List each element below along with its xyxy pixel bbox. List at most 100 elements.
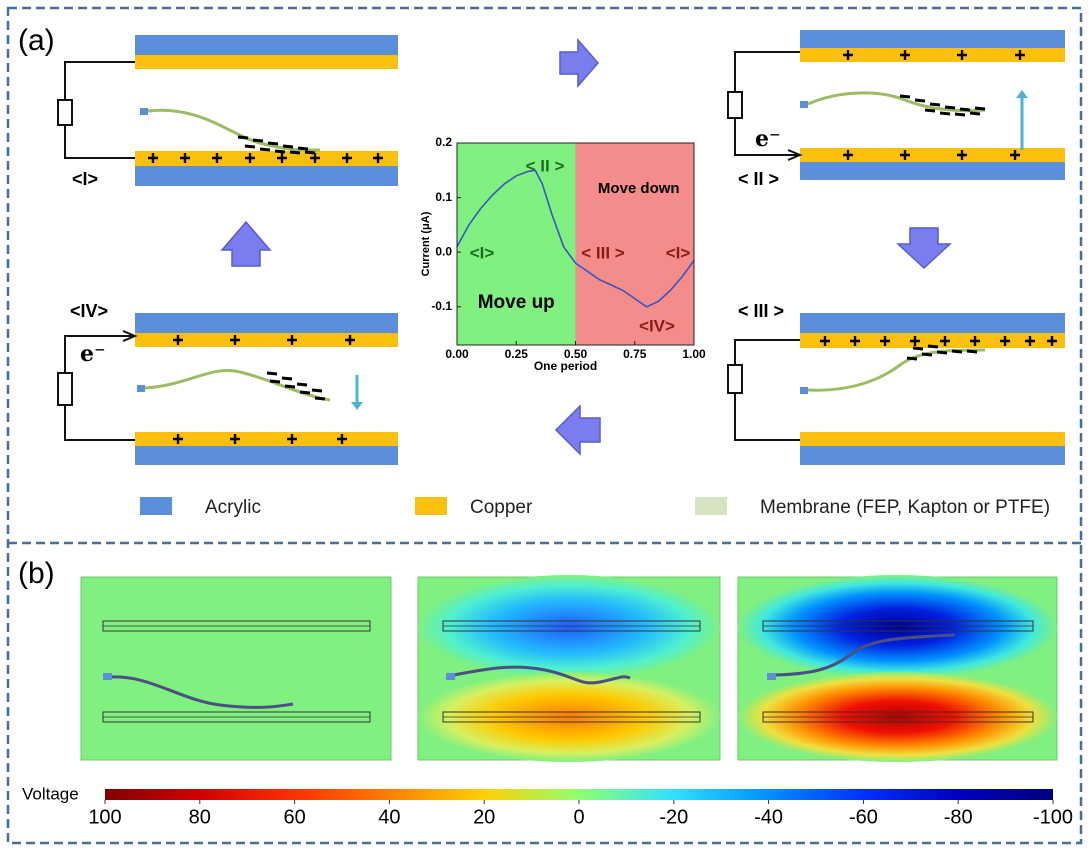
- legend-label: Acrylic: [205, 497, 261, 518]
- negative-charge: [267, 141, 279, 146]
- negative-charge: [311, 388, 323, 393]
- positive-charge: [230, 434, 240, 444]
- negative-charge: [927, 344, 939, 349]
- circuit-wire: [64, 335, 135, 441]
- negative-charge: [921, 352, 933, 357]
- positive-charge: [287, 434, 297, 444]
- plate: [800, 333, 1065, 348]
- state-label: <IV>: [70, 301, 108, 321]
- positive-charge: [180, 153, 190, 163]
- colorbar-tick-label: -60: [849, 806, 878, 828]
- positive-charge: [940, 336, 950, 346]
- y-tick-label: 0.1: [435, 190, 452, 204]
- region-label: Move down: [598, 180, 680, 197]
- negative-charge: [244, 144, 256, 149]
- x-tick-label: 0.50: [564, 347, 588, 361]
- membrane: [110, 675, 294, 709]
- y-tick-label: 0.0: [435, 244, 452, 258]
- positive-charge: [850, 336, 860, 346]
- membrane-clamp: [767, 673, 776, 680]
- legend-swatch: [140, 497, 172, 515]
- legend-label: Copper: [470, 497, 533, 518]
- colorbar-title: Voltage: [22, 784, 79, 803]
- panel-label: (a): [18, 24, 55, 57]
- legend-swatch: [695, 497, 727, 515]
- membrane-clamp: [140, 108, 148, 115]
- positive-charge: [173, 335, 183, 345]
- panel-b: Voltage 100 80 60 40 20 0 -20 -40 -60 -80 -100: [22, 575, 1073, 828]
- negative-charge: [281, 376, 293, 381]
- x-tick-label: 0.25: [505, 347, 529, 361]
- positive-charge: [245, 153, 255, 163]
- positive-charge: [1015, 50, 1025, 60]
- current-arrowhead: [787, 149, 803, 161]
- region: [575, 143, 694, 345]
- state-label: < II >: [738, 169, 779, 189]
- membrane-clamp: [103, 673, 112, 680]
- plate: [800, 48, 1065, 62]
- positive-charge: [843, 50, 853, 60]
- plate: [135, 313, 398, 333]
- membrane-clamp: [800, 101, 808, 108]
- motion-arrowhead: [1016, 90, 1028, 98]
- positive-charge: [820, 336, 830, 346]
- legend-label: Membrane (FEP, Kapton or PTFE): [760, 497, 1050, 518]
- annotation: <I>: [470, 243, 495, 262]
- region-label: Move up: [478, 292, 555, 313]
- negative-charge: [899, 94, 911, 99]
- motion-arrowhead: [351, 402, 363, 410]
- negative-charge: [912, 346, 924, 351]
- x-tick-label: 1.00: [682, 347, 706, 361]
- membrane: [453, 665, 631, 685]
- colorbar-tick-label: 80: [189, 806, 211, 828]
- potential-field: [418, 575, 720, 679]
- annotation: < III >: [581, 243, 625, 262]
- plate: [135, 35, 398, 55]
- negative-charge: [269, 379, 281, 384]
- negative-charge: [951, 349, 963, 354]
- resistor: [57, 99, 73, 126]
- y-tick-label: -0.1: [431, 299, 452, 313]
- current-arrowhead: [122, 330, 138, 342]
- negative-charge: [274, 149, 286, 154]
- annotation: <I>: [666, 243, 691, 262]
- x-tick-label: 0.00: [445, 347, 469, 361]
- colorbar-tick-label: -20: [659, 806, 688, 828]
- negative-charge: [259, 147, 271, 152]
- annotation: < II >: [526, 156, 565, 175]
- circuit-wire: [734, 51, 800, 156]
- y-axis-label: Current (μA): [420, 211, 432, 276]
- plate: [135, 333, 398, 347]
- y-tick-label: 0.2: [435, 135, 452, 149]
- negative-charge: [929, 102, 941, 107]
- negative-charge: [959, 107, 971, 112]
- colorbar-tick-label: 60: [283, 806, 305, 828]
- resistor: [57, 372, 73, 406]
- potential-field: [738, 575, 1057, 679]
- negative-charge: [924, 108, 936, 113]
- positive-charge: [1000, 336, 1010, 346]
- positive-charge: [230, 335, 240, 345]
- membrane-clamp: [137, 385, 145, 392]
- negative-charge: [314, 396, 326, 401]
- positive-charge: [148, 153, 158, 163]
- positive-charge: [1047, 336, 1057, 346]
- membrane-clamp: [800, 387, 808, 394]
- potential-map: [80, 576, 392, 761]
- plate: [800, 162, 1065, 180]
- negative-charge: [906, 356, 918, 361]
- colorbar-tick-label: -100: [1033, 806, 1073, 828]
- negative-charge: [299, 390, 311, 395]
- negative-charge: [914, 98, 926, 103]
- membrane-clamp: [446, 673, 455, 680]
- plate: [135, 432, 398, 446]
- positive-charge: [337, 434, 347, 444]
- resistor: [727, 91, 743, 119]
- cycle-arrow: [896, 227, 952, 270]
- positive-charge: [843, 150, 853, 160]
- resistor: [727, 364, 743, 394]
- membrane: [807, 91, 986, 113]
- negative-charge: [944, 105, 956, 110]
- positive-charge: [880, 336, 890, 346]
- colorbar-tick-label: 20: [473, 806, 495, 828]
